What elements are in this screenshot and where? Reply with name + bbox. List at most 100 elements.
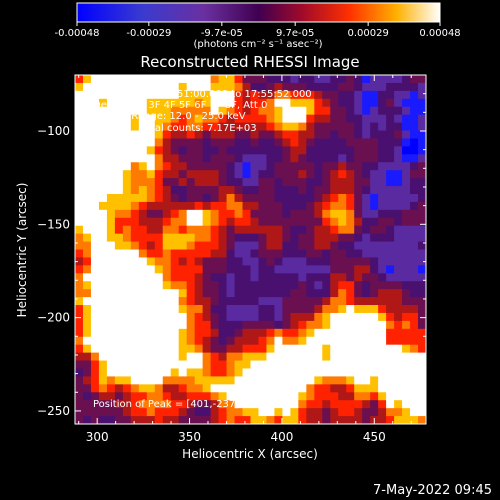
heatmap-cell	[234, 225, 244, 235]
heatmap-cell	[178, 193, 188, 203]
heatmap-cell	[82, 320, 92, 330]
heatmap-cell	[210, 312, 220, 322]
heatmap-cell	[402, 376, 411, 385]
heatmap-cell	[250, 162, 260, 171]
heatmap-cell	[338, 178, 347, 187]
heatmap-cell	[306, 114, 315, 124]
heatmap-cell	[338, 368, 347, 378]
heatmap-cell	[114, 75, 124, 84]
heatmap-cell	[218, 344, 228, 354]
heatmap-cell	[170, 186, 180, 195]
heatmap-cell	[290, 312, 299, 322]
heatmap-cell	[402, 98, 411, 108]
heatmap-cell	[338, 114, 347, 124]
heatmap-cell	[98, 336, 108, 346]
heatmap-cell	[130, 225, 140, 235]
heatmap-cell	[90, 328, 100, 338]
heatmap-cell	[314, 90, 323, 100]
heatmap-cell	[226, 297, 236, 306]
heatmap-cell	[178, 352, 188, 362]
heatmap-cell	[162, 154, 172, 163]
heatmap-cell	[402, 201, 411, 211]
heatmap-cell	[386, 122, 395, 132]
heatmap-cell	[234, 297, 244, 306]
heatmap-cell	[290, 90, 299, 100]
heatmap-cell	[274, 368, 284, 378]
heatmap-cell	[410, 186, 419, 195]
heatmap-cell	[258, 106, 268, 116]
heatmap-cell	[410, 360, 419, 370]
heatmap-cell	[298, 312, 307, 322]
heatmap-cell	[194, 138, 204, 147]
heatmap-cell	[162, 289, 172, 298]
heatmap-cell	[242, 320, 252, 330]
heatmap-cell	[290, 328, 299, 338]
heatmap-cell	[402, 170, 411, 179]
heatmap-cell	[146, 376, 156, 385]
heatmap-cell	[178, 217, 188, 227]
heatmap-cell	[75, 376, 84, 385]
heatmap-cell	[330, 289, 339, 298]
heatmap-cell	[194, 170, 204, 179]
heatmap-cell	[306, 297, 315, 306]
heatmap-cell	[290, 170, 299, 179]
heatmap-cell	[218, 193, 228, 203]
heatmap-cell	[274, 186, 284, 195]
heatmap-cell	[186, 344, 196, 354]
heatmap-cell	[186, 138, 196, 147]
heatmap-cell	[346, 249, 355, 259]
heatmap-cell	[218, 297, 228, 306]
heatmap-cell	[394, 416, 403, 424]
heatmap-cell	[258, 320, 268, 330]
heatmap-cell	[218, 146, 228, 155]
heatmap-cell	[378, 384, 387, 393]
heatmap-cell	[82, 384, 92, 393]
heatmap-cell	[282, 408, 291, 417]
heatmap-cell	[298, 384, 307, 393]
heatmap-cell	[330, 320, 339, 330]
heatmap-cell	[322, 90, 331, 100]
heatmap-cell	[242, 162, 252, 171]
heatmap-cell	[146, 178, 156, 187]
colorbar-tick-label: -9.7e-05	[201, 28, 243, 39]
heatmap-cell	[194, 75, 204, 84]
heatmap-cell	[274, 106, 284, 116]
heatmap-cell	[138, 170, 148, 179]
heatmap-cell	[338, 201, 347, 211]
heatmap-cell	[330, 297, 339, 306]
heatmap-cell	[282, 75, 291, 84]
heatmap-cell	[250, 201, 260, 211]
heatmap-cell	[306, 90, 315, 100]
heatmap-cell	[394, 384, 403, 393]
heatmap-cell	[370, 352, 379, 362]
heatmap-cell	[338, 90, 347, 100]
heatmap-cell	[226, 82, 236, 92]
heatmap-cell	[410, 305, 419, 314]
heatmap-cell	[274, 320, 284, 330]
heatmap-cell	[370, 241, 379, 251]
heatmap-cell	[258, 336, 268, 346]
heatmap-cell	[378, 138, 387, 147]
heatmap-cell	[154, 130, 164, 140]
heatmap-cell	[146, 392, 156, 401]
heatmap-cell	[354, 241, 363, 251]
heatmap-cell	[138, 336, 148, 346]
heatmap-cell	[130, 146, 140, 155]
heatmap-cell	[130, 360, 140, 370]
heatmap-cell	[82, 336, 92, 346]
heatmap-cell	[82, 75, 92, 84]
heatmap-cell	[322, 249, 331, 259]
heatmap-cell	[370, 344, 379, 354]
heatmap-cell	[90, 130, 100, 140]
heatmap-cell	[130, 305, 140, 314]
heatmap-cell	[226, 178, 236, 187]
heatmap-cell	[266, 328, 276, 338]
heatmap-cell	[90, 217, 100, 227]
heatmap-cell	[290, 130, 299, 140]
heatmap-cell	[234, 130, 244, 140]
heatmap-cell	[170, 138, 180, 147]
heatmap-cell	[170, 178, 180, 187]
heatmap-cell	[314, 344, 323, 354]
heatmap-cell	[90, 400, 100, 409]
heatmap-cell	[410, 376, 419, 385]
